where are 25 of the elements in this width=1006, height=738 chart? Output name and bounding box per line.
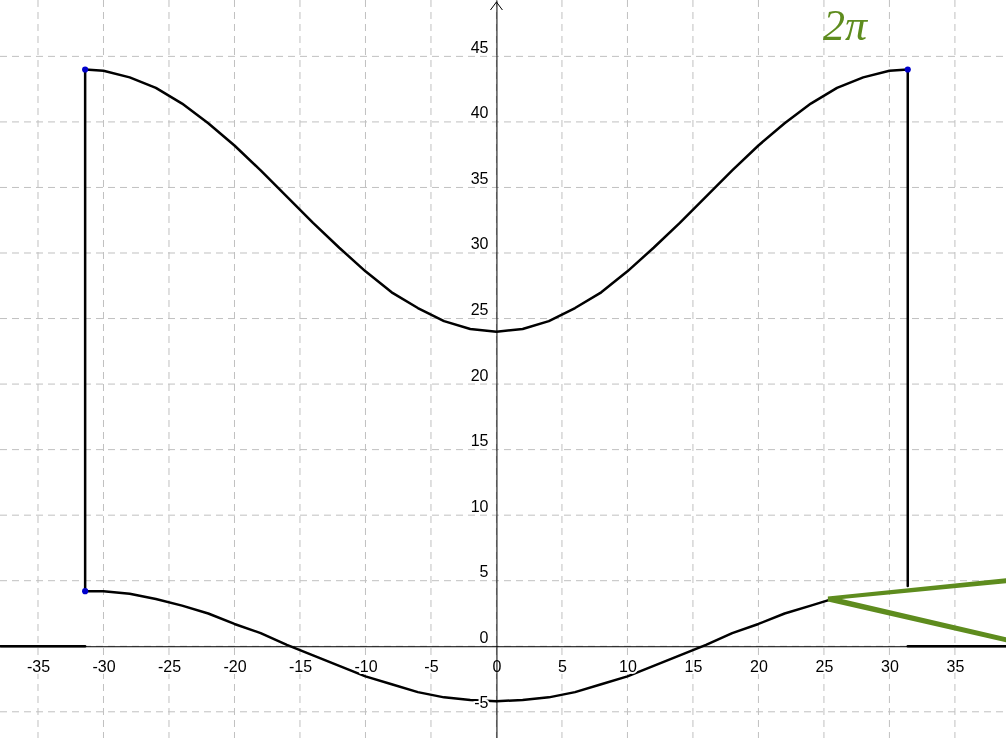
y-tick-label: 40 <box>470 104 489 122</box>
y-tick-label: 20 <box>470 366 489 384</box>
y-tick-label: 0 <box>479 628 489 646</box>
y-tick-label: 45 <box>470 38 489 56</box>
y-tick-label: 15 <box>470 432 489 450</box>
y-tick-label: 30 <box>470 235 489 253</box>
x-tick-label: 10 <box>619 657 637 675</box>
x-tick-label: -15 <box>288 657 313 675</box>
x-tick-label: 15 <box>684 657 703 675</box>
x-tick-label: -25 <box>157 657 182 675</box>
x-tick-label: 25 <box>815 657 834 675</box>
x-tick-label: -30 <box>92 657 116 675</box>
x-tick-label: -10 <box>354 657 378 675</box>
x-tick-label: 5 <box>557 657 567 675</box>
x-tick-label: 30 <box>881 657 899 675</box>
x-tick-label: -5 <box>424 657 439 675</box>
y-tick-label: 35 <box>470 169 489 187</box>
x-tick-label: 35 <box>946 657 965 675</box>
annotation: 2π <box>822 1 869 50</box>
x-tick-label: -35 <box>26 657 51 675</box>
x-tick-label: -20 <box>223 657 247 675</box>
y-tick-label: 10 <box>470 497 489 515</box>
x-tick-label: 20 <box>750 657 768 675</box>
y-tick-label: 5 <box>479 563 489 581</box>
y-tick-label: 25 <box>470 301 489 319</box>
